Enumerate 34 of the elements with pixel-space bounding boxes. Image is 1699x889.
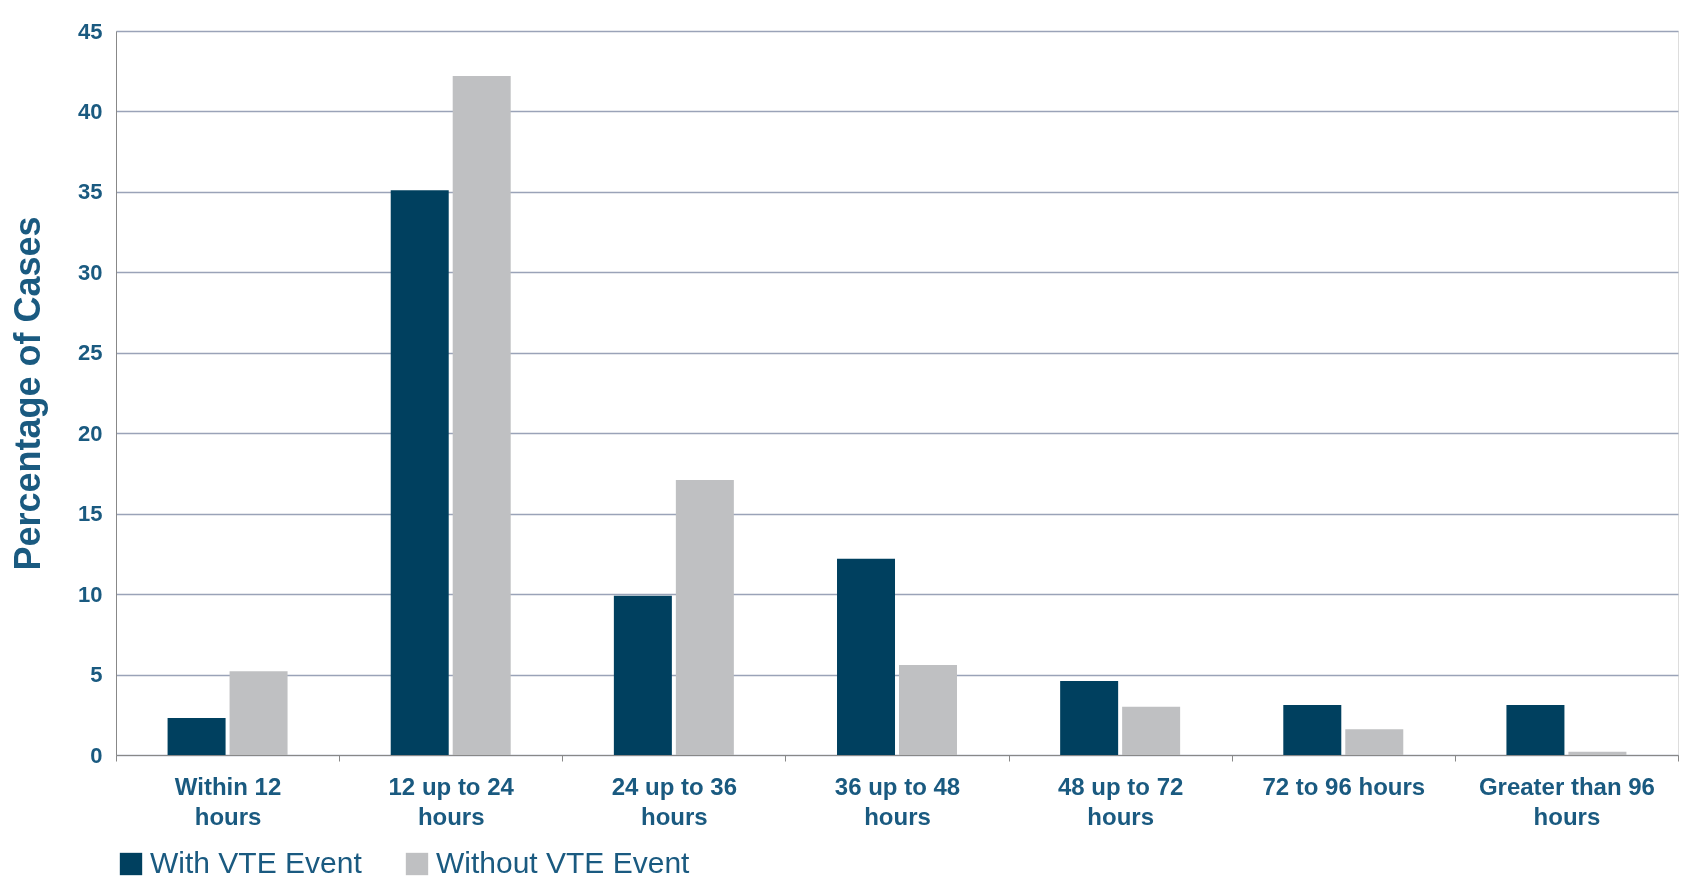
y-tick-label: 35	[78, 179, 103, 205]
bar	[898, 664, 957, 755]
bar	[1283, 705, 1342, 755]
y-tick-label: 0	[90, 742, 103, 768]
legend-label: With VTE Event	[150, 846, 363, 879]
bar	[1568, 751, 1627, 755]
y-tick-label: 25	[78, 340, 103, 366]
y-tick-label: 15	[78, 501, 103, 527]
bar	[1060, 680, 1119, 755]
x-tick-label: 36 up to 48 hours	[834, 772, 961, 830]
y-axis-title: Percentage of Cases	[7, 216, 49, 571]
bar	[675, 479, 734, 755]
x-tick-label: 48 up to 72 hours	[1057, 772, 1184, 830]
legend-label: Without VTE Event	[436, 846, 691, 879]
y-tick-label: 20	[78, 420, 103, 446]
x-tick-label: Within 12 hours	[174, 772, 282, 830]
bar	[1122, 706, 1181, 755]
bar	[167, 718, 226, 755]
bar	[452, 76, 511, 755]
bar	[1345, 729, 1404, 755]
y-tick-label: 30	[78, 259, 103, 285]
y-tick-label: 40	[78, 98, 103, 124]
y-tick-label: 5	[90, 662, 103, 688]
y-tick-label: 45	[78, 18, 103, 44]
bar	[1506, 705, 1565, 755]
x-tick-label: Greater than 96 hours	[1478, 772, 1655, 830]
x-tick-label: 12 up to 24 hours	[388, 772, 515, 830]
bar	[229, 671, 288, 755]
bar	[613, 595, 672, 755]
x-tick-label: 24 up to 36 hours	[611, 772, 738, 830]
x-tick-label: 72 to 96 hours	[1262, 772, 1426, 800]
y-tick-label: 10	[78, 581, 103, 607]
bar	[390, 190, 449, 755]
bar	[837, 558, 896, 755]
